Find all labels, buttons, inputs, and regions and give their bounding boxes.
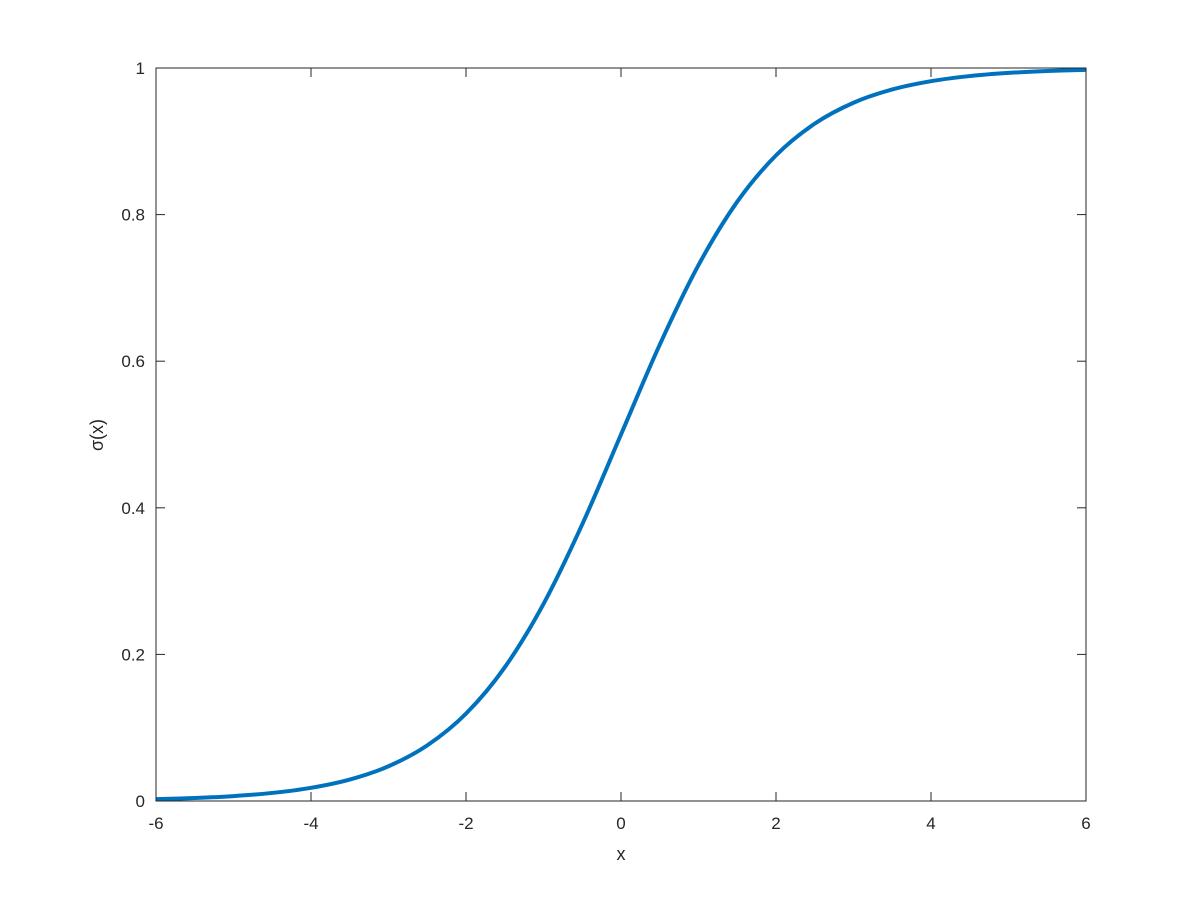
y-tick-label: 0.8 bbox=[121, 206, 145, 225]
x-tick-label: 0 bbox=[616, 814, 625, 833]
y-tick-label: 0.4 bbox=[121, 499, 145, 518]
x-tick-label: -2 bbox=[458, 814, 473, 833]
x-tick-label: -4 bbox=[303, 814, 318, 833]
y-tick-labels: 0 0.2 0.4 0.6 0.8 1 bbox=[121, 59, 145, 811]
y-tick-label: 0 bbox=[136, 792, 145, 811]
x-tick-labels: -6 -4 -2 0 2 4 6 bbox=[148, 814, 1090, 833]
axes-box bbox=[155, 67, 1087, 802]
y-axis-label: σ(x) bbox=[87, 419, 107, 451]
y-tick-label: 0.6 bbox=[121, 352, 145, 371]
x-axis-label: x bbox=[617, 844, 626, 864]
y-tick-label: 0.2 bbox=[121, 645, 145, 664]
x-tick-label: 6 bbox=[1081, 814, 1090, 833]
series-line-sigmoid bbox=[155, 67, 1087, 802]
x-tick-label: -6 bbox=[148, 814, 163, 833]
y-tick-label: 1 bbox=[136, 59, 145, 78]
x-tick-label: 2 bbox=[771, 814, 780, 833]
x-tick-label: 4 bbox=[926, 814, 935, 833]
